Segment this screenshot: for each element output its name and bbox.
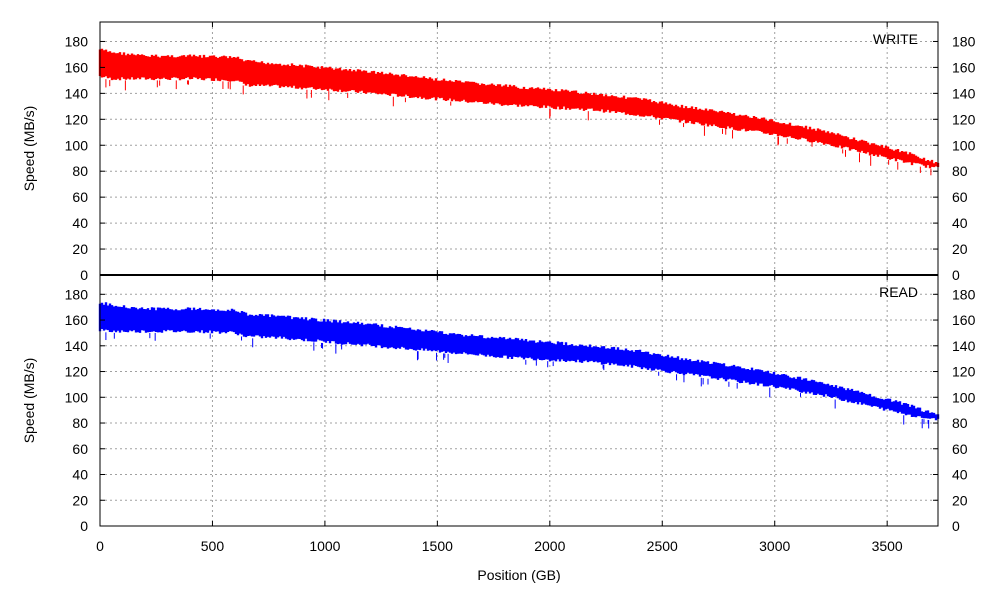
y-tick-label: 140 [65, 338, 89, 354]
legend-write: WRITE [873, 31, 918, 47]
y-tick-label-right: 60 [952, 441, 968, 457]
x-tick-label: 2500 [647, 538, 678, 554]
y-axis-label: Speed (MB/s) [21, 106, 37, 192]
y-tick-label: 60 [72, 189, 88, 205]
y-tick-label: 140 [65, 85, 89, 101]
y-tick-label: 20 [72, 492, 88, 508]
y-tick-label-right: 180 [952, 33, 976, 49]
x-tick-label: 500 [201, 538, 225, 554]
y-tick-label-right: 80 [952, 163, 968, 179]
y-tick-label: 80 [72, 163, 88, 179]
series-band-write [98, 48, 940, 169]
y-tick-label-right: 20 [952, 492, 968, 508]
series-band-read [98, 302, 940, 421]
y-tick-label: 160 [65, 312, 89, 328]
y-tick-label: 40 [72, 215, 88, 231]
y-tick-label-right: 140 [952, 338, 976, 354]
x-tick-label: 2000 [534, 538, 565, 554]
y-tick-label-right: 100 [952, 389, 976, 405]
y-tick-label-right: 20 [952, 241, 968, 257]
y-tick-label: 160 [65, 59, 89, 75]
y-axis-label: Speed (MB/s) [21, 358, 37, 444]
y-tick-label: 100 [65, 137, 89, 153]
y-tick-label: 80 [72, 415, 88, 431]
x-axis-label: Position (GB) [477, 567, 560, 583]
x-tick-label: 3000 [759, 538, 790, 554]
y-tick-label-right: 160 [952, 59, 976, 75]
y-tick-label: 0 [80, 267, 88, 283]
y-tick-label-right: 80 [952, 415, 968, 431]
y-tick-label: 60 [72, 441, 88, 457]
y-tick-label-right: 120 [952, 364, 976, 380]
x-tick-label: 1000 [309, 538, 340, 554]
y-tick-label-right: 100 [952, 137, 976, 153]
x-tick-label: 3500 [872, 538, 903, 554]
x-tick-label: 1500 [422, 538, 453, 554]
y-tick-label: 100 [65, 389, 89, 405]
y-tick-label-right: 40 [952, 467, 968, 483]
y-tick-label: 120 [65, 364, 89, 380]
y-tick-label-right: 120 [952, 111, 976, 127]
y-tick-label: 120 [65, 111, 89, 127]
y-tick-label: 0 [80, 518, 88, 534]
y-tick-label-right: 60 [952, 189, 968, 205]
y-tick-label: 180 [65, 286, 89, 302]
y-tick-label: 40 [72, 467, 88, 483]
y-tick-label-right: 180 [952, 286, 976, 302]
legend-read: READ [879, 284, 918, 300]
y-tick-label-right: 0 [952, 267, 960, 283]
panel-write: 0 0 20 20 40 40 60 60 80 80 100 100 120 120 140 140 160 1… [21, 21, 976, 283]
y-tick-label: 20 [72, 241, 88, 257]
y-tick-label-right: 140 [952, 85, 976, 101]
y-tick-label-right: 160 [952, 312, 976, 328]
y-tick-label: 180 [65, 33, 89, 49]
y-tick-label-right: 0 [952, 518, 960, 534]
y-tick-label-right: 40 [952, 215, 968, 231]
x-tick-label: 0 [96, 538, 104, 554]
